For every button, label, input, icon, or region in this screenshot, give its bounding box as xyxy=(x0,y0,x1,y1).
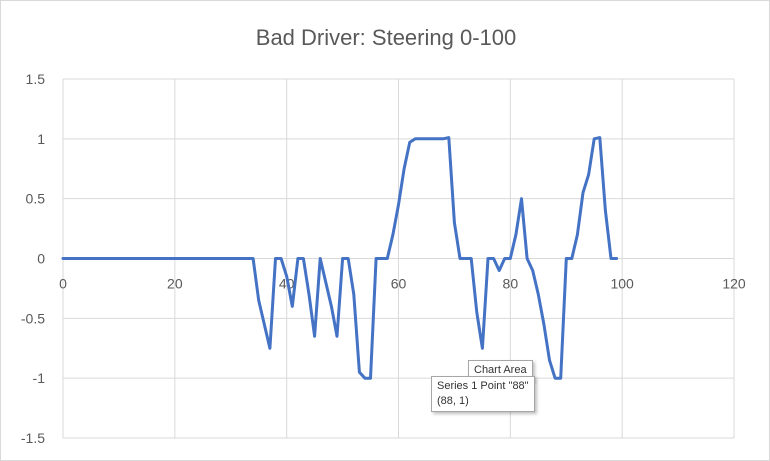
x-tick-label: 0 xyxy=(59,276,67,292)
chart-area-tooltip: Chart Area xyxy=(468,360,533,381)
x-tick-label: 80 xyxy=(503,276,519,292)
x-tick-label: 60 xyxy=(391,276,407,292)
y-tick-label: -1 xyxy=(33,370,46,386)
data-point-tooltip-series: Series 1 Point "88" xyxy=(437,380,529,392)
y-tick-label: 1.5 xyxy=(26,71,46,87)
chart-area-tooltip-label: Chart Area xyxy=(474,364,527,376)
x-tick-label: 100 xyxy=(610,276,634,292)
y-tick-label: -0.5 xyxy=(21,310,45,326)
plot-area[interactable] xyxy=(61,136,619,380)
data-point-tooltip-value: (88, 1) xyxy=(437,395,469,407)
y-tick-label: 0 xyxy=(37,251,45,267)
series-line[interactable] xyxy=(61,136,619,380)
x-tick-label: 20 xyxy=(167,276,183,292)
data-point-tooltip: Series 1 Point "88" (88, 1) xyxy=(431,376,535,412)
chart-title: Bad Driver: Steering 0-100 xyxy=(256,25,516,50)
y-tick-label: 1 xyxy=(37,131,45,147)
y-tick-label: 0.5 xyxy=(26,191,46,207)
x-tick-label: 120 xyxy=(722,276,746,292)
tick-labels: 0 20 40 60 80 100 120-1.5-1-0.500.511.5 xyxy=(21,71,746,446)
y-tick-label: -1.5 xyxy=(21,430,45,446)
